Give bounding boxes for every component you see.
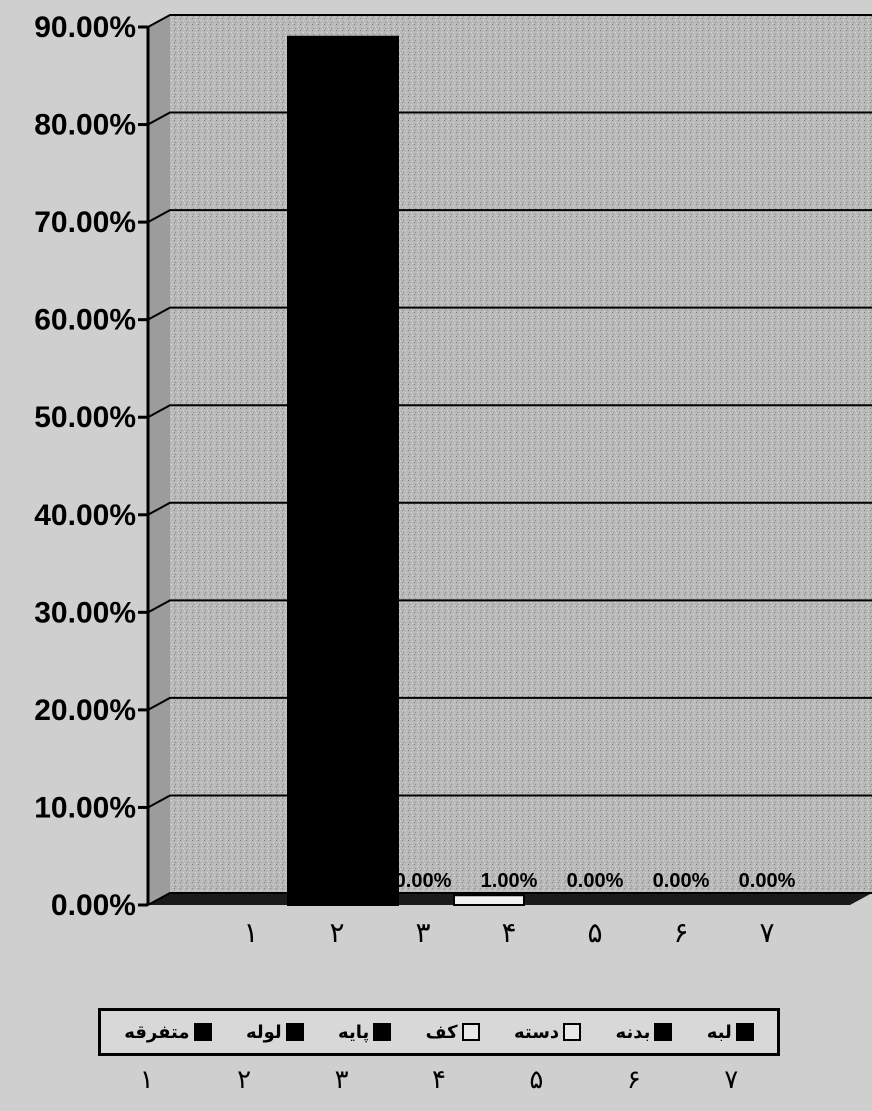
- gridline: [147, 306, 872, 321]
- x-tick-label: ۶: [673, 916, 688, 949]
- legend-item: لبه: [707, 1022, 754, 1043]
- data-label: 0.00%: [653, 870, 710, 892]
- legend-swatch: [563, 1023, 582, 1041]
- gridline: [147, 209, 872, 223]
- data-label: 1.00%: [481, 870, 538, 892]
- data-labels: 89.00% 0.00% 1.00% 0.00% 0.00% 0.00%: [309, 38, 795, 892]
- gridlines: [147, 14, 872, 906]
- legend-number: ۵: [529, 1065, 544, 1095]
- y-tick-label: 30.00%: [34, 596, 136, 629]
- legend-label: بدنه: [615, 1021, 651, 1043]
- legend-number: ۴: [431, 1065, 446, 1095]
- x-tick-label: ۴: [501, 916, 516, 949]
- bars: [287, 35, 525, 907]
- legend-number: ۶: [626, 1065, 641, 1095]
- gridline: [147, 501, 872, 516]
- legend-swatch: [193, 1023, 212, 1041]
- bar: [453, 894, 525, 907]
- x-tick-label: ۷: [759, 916, 774, 949]
- legend-swatch: [373, 1023, 392, 1041]
- gridline: [147, 14, 872, 28]
- legend-swatch: [461, 1023, 480, 1041]
- y-tick-label: 80.00%: [34, 109, 136, 142]
- legend-label: متفرقه: [124, 1021, 190, 1043]
- x-tick-label: ۳: [415, 916, 430, 949]
- gridline: [147, 111, 872, 126]
- legend-number: ۲: [237, 1065, 252, 1095]
- x-tick-label: ۵: [587, 916, 602, 949]
- legend-item: دسته: [513, 1021, 582, 1043]
- legend-swatch: [285, 1023, 304, 1041]
- x-axis-labels: ۱ ۲ ۳ ۴ ۵ ۶ ۷: [243, 916, 774, 949]
- legend: لبه بدنه دسته کف پایه لوله متفرقه: [98, 1008, 780, 1056]
- data-label: 0.00%: [739, 870, 796, 892]
- legend-item: متفرقه: [124, 1021, 212, 1043]
- legend-label: لوله: [245, 1021, 282, 1043]
- gridline: [147, 404, 872, 419]
- legend-item: لوله: [246, 1022, 304, 1043]
- x-tick-label: ۲: [329, 916, 344, 949]
- y-tick-label: 40.00%: [34, 499, 136, 532]
- data-label: 0.00%: [567, 870, 624, 892]
- legend-label: کف: [425, 1021, 458, 1043]
- gridline: [147, 599, 872, 614]
- y-tick-label: 90.00%: [34, 11, 136, 44]
- y-axis-ticks: 0.00% 10.00% 20.00% 30.00% 40.00% 50.00% 60.00…: [34, 11, 150, 922]
- plot-background: [148, 15, 872, 905]
- y-tick-label: 20.00%: [34, 694, 136, 727]
- y-tick-label: 10.00%: [34, 791, 136, 824]
- legend-number: ۳: [334, 1065, 349, 1095]
- legend-item: کف: [426, 1022, 480, 1043]
- gridline: [147, 696, 872, 711]
- legend-item: بدنه: [616, 1022, 673, 1043]
- y-tick-label: 50.00%: [34, 401, 136, 434]
- legend-number: ۱: [139, 1065, 154, 1095]
- legend-numbers: ۱ ۲ ۳ ۴ ۵ ۶ ۷: [98, 1060, 780, 1100]
- legend-item: پایه: [338, 1021, 392, 1043]
- legend-label: لبه: [706, 1021, 732, 1043]
- legend-label: پایه: [338, 1021, 370, 1043]
- gridline: [147, 794, 872, 809]
- data-label: 89.00%: [309, 38, 377, 60]
- legend-number: ۷: [724, 1065, 739, 1095]
- legend-swatch: [654, 1023, 673, 1041]
- plot-back-wall: [170, 15, 872, 893]
- gridline: [147, 892, 872, 906]
- y-tick-label: 0.00%: [51, 889, 136, 922]
- legend-label: دسته: [513, 1021, 560, 1043]
- bar: [287, 35, 399, 906]
- data-label: 0.00%: [395, 870, 452, 892]
- x-tick-label: ۱: [243, 916, 258, 949]
- y-tick-label: 60.00%: [34, 304, 136, 337]
- plot-side-wall: [148, 15, 170, 905]
- y-tick-label: 70.00%: [34, 206, 136, 239]
- legend-swatch: [735, 1023, 754, 1041]
